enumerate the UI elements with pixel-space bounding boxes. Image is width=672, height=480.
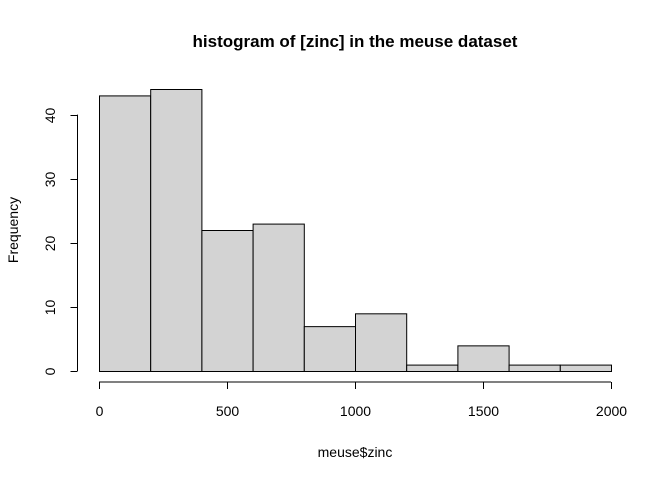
histogram-bar xyxy=(303,326,356,372)
histogram-bar xyxy=(355,313,408,372)
x-tick-label: 500 xyxy=(216,403,240,419)
x-tick-label: 1500 xyxy=(468,403,499,419)
y-tick-label: 20 xyxy=(42,236,58,252)
y-tick-label: 30 xyxy=(42,172,58,188)
x-tick-label: 1000 xyxy=(340,403,371,419)
histogram-bar xyxy=(252,223,305,372)
histogram-bar xyxy=(406,364,459,373)
x-tick-label: 2000 xyxy=(596,403,627,419)
y-axis-label: Frequency xyxy=(5,197,21,263)
y-tick-label: 10 xyxy=(42,300,58,316)
histogram-bar xyxy=(559,364,612,373)
histogram-bar xyxy=(201,230,254,372)
chart-title: histogram of [zinc] in the meuse dataset xyxy=(193,32,518,51)
x-axis: 0 500 1000 1500 2000 xyxy=(96,381,627,419)
histogram-bar xyxy=(457,345,510,373)
y-axis: 0 10 20 30 40 xyxy=(42,108,78,375)
histogram-bar xyxy=(508,364,561,373)
bars-group xyxy=(99,89,612,373)
y-tick-label: 40 xyxy=(42,108,58,124)
histogram-bar xyxy=(150,89,203,372)
y-tick-label: 0 xyxy=(42,367,58,375)
x-tick-label: 0 xyxy=(96,403,104,419)
histogram-bar xyxy=(99,95,152,372)
x-axis-label: meuse$zinc xyxy=(318,444,393,460)
